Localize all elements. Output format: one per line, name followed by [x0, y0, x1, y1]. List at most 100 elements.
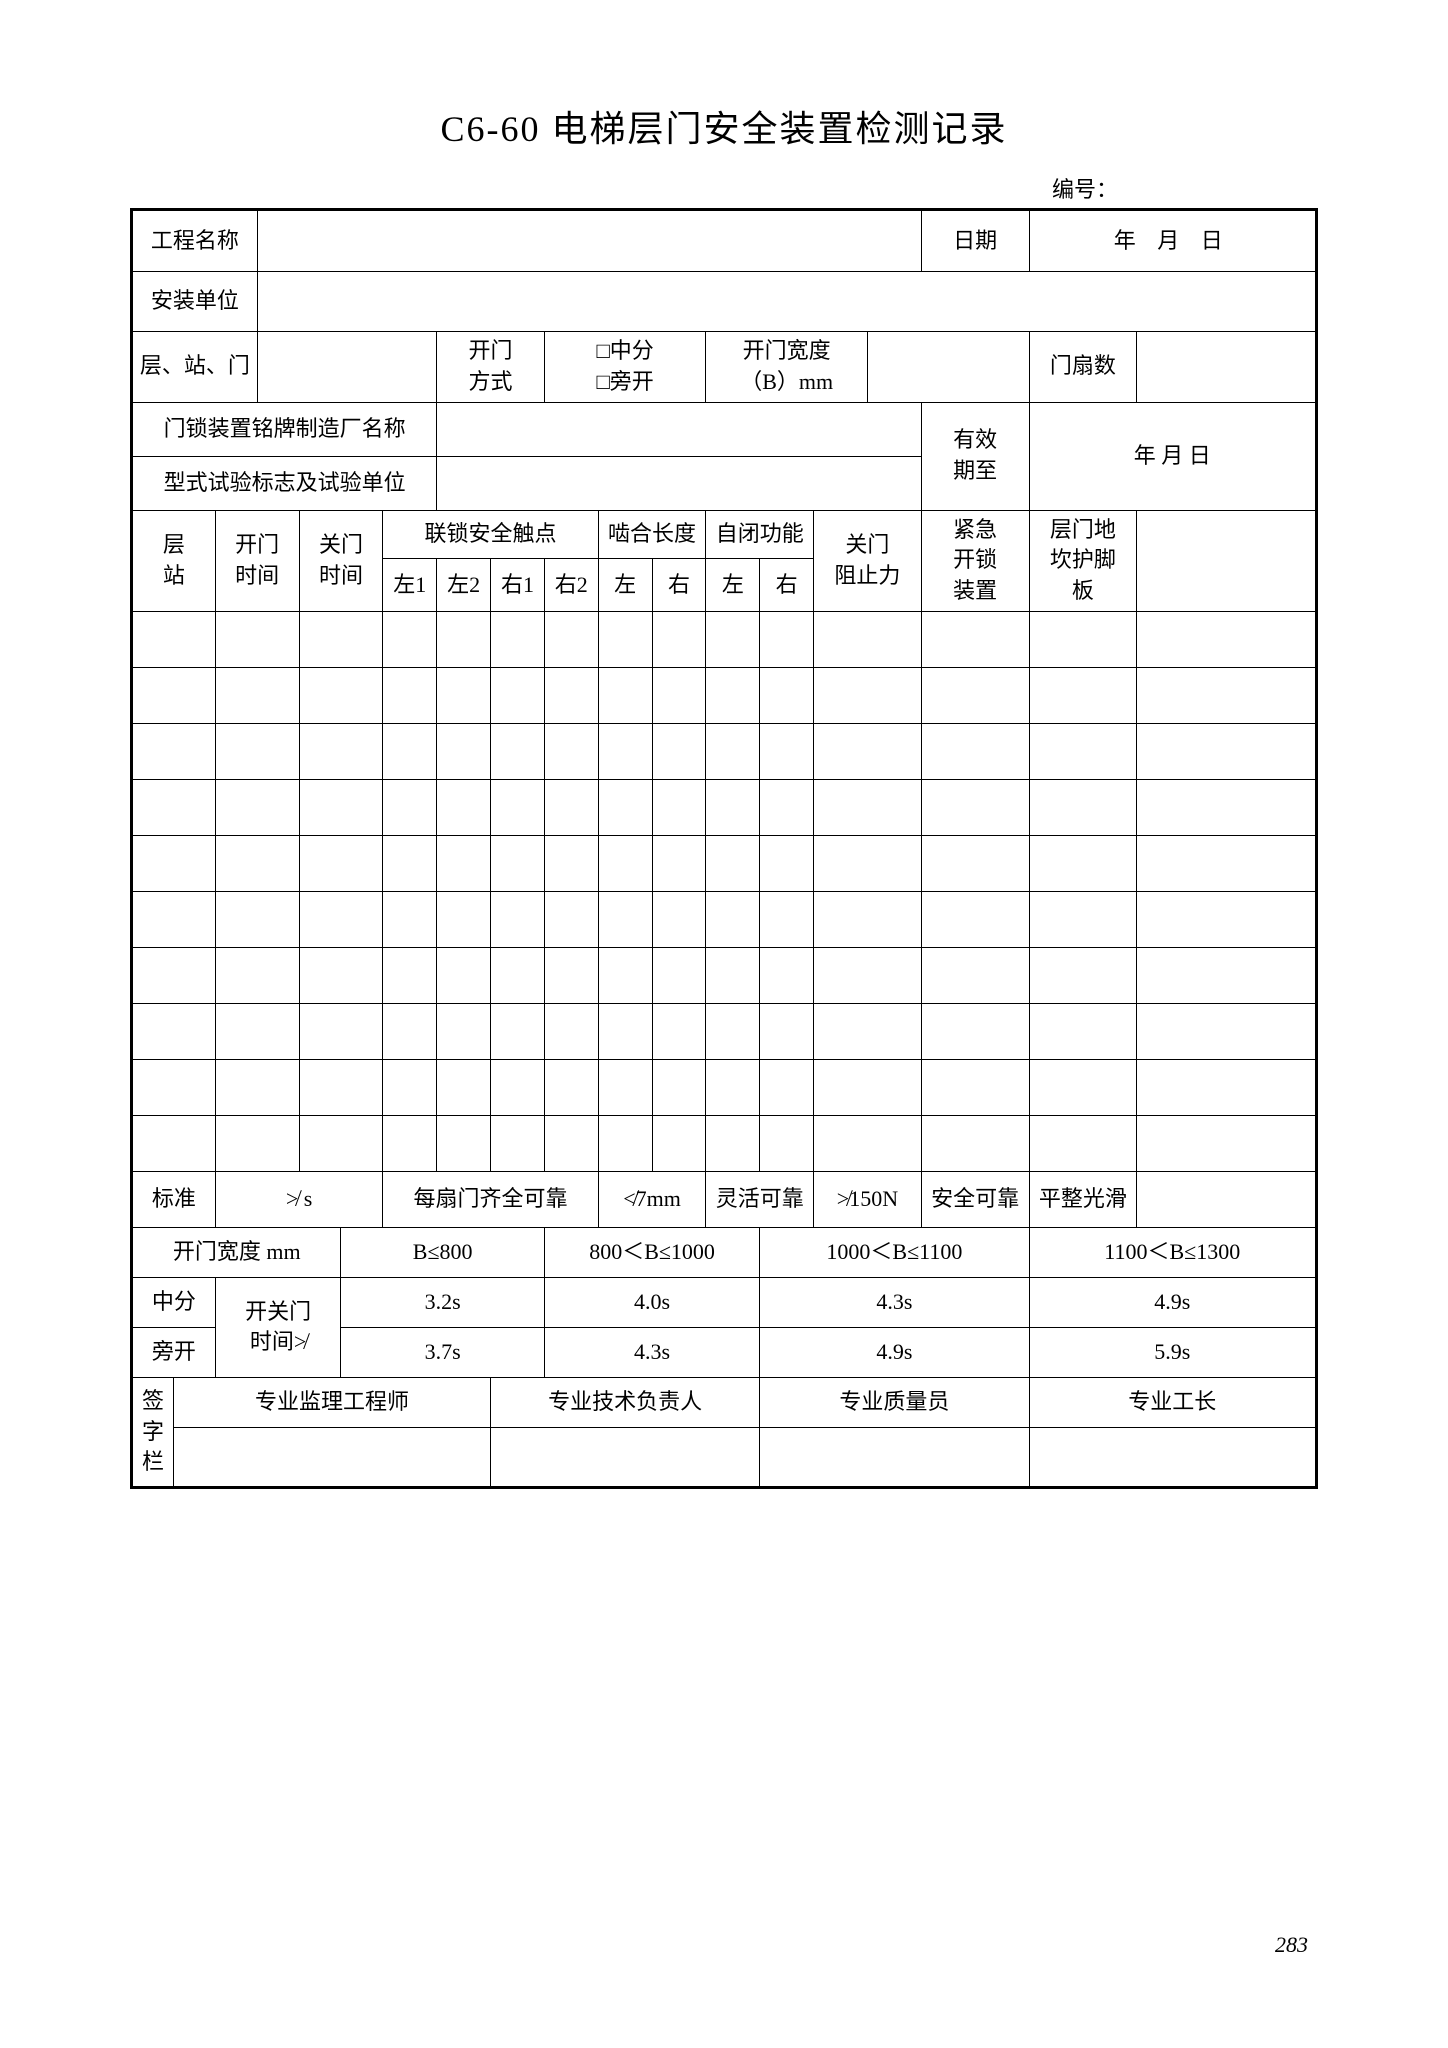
table-cell[interactable]	[299, 611, 383, 667]
table-cell[interactable]	[652, 723, 706, 779]
project-name-value[interactable]	[257, 210, 921, 272]
table-cell[interactable]	[814, 667, 922, 723]
table-cell[interactable]	[215, 667, 299, 723]
table-cell[interactable]	[814, 723, 922, 779]
side-open-checkbox[interactable]: □旁开	[547, 367, 704, 398]
type-test-value[interactable]	[437, 456, 922, 510]
table-cell[interactable]	[491, 1059, 545, 1115]
table-cell[interactable]	[598, 835, 652, 891]
table-cell[interactable]	[544, 723, 598, 779]
table-cell[interactable]	[132, 779, 216, 835]
table-cell[interactable]	[760, 947, 814, 1003]
table-cell[interactable]	[544, 891, 598, 947]
table-cell[interactable]	[760, 891, 814, 947]
table-cell[interactable]	[491, 1003, 545, 1059]
table-cell[interactable]	[491, 1115, 545, 1171]
table-cell[interactable]	[706, 611, 760, 667]
center-split-checkbox[interactable]: □中分	[547, 336, 704, 367]
table-cell[interactable]	[299, 1059, 383, 1115]
table-cell[interactable]	[437, 835, 491, 891]
table-cell[interactable]	[1029, 1059, 1137, 1115]
floor-station-door-value[interactable]	[257, 332, 437, 403]
table-cell[interactable]	[299, 1003, 383, 1059]
table-cell[interactable]	[598, 891, 652, 947]
table-cell[interactable]	[383, 1003, 437, 1059]
table-cell[interactable]	[706, 1059, 760, 1115]
table-cell[interactable]	[1137, 723, 1317, 779]
lock-device-value[interactable]	[437, 402, 922, 456]
table-cell[interactable]	[299, 947, 383, 1003]
table-cell[interactable]	[921, 835, 1029, 891]
table-cell[interactable]	[652, 611, 706, 667]
table-cell[interactable]	[760, 779, 814, 835]
table-cell[interactable]	[1137, 947, 1317, 1003]
table-cell[interactable]	[921, 611, 1029, 667]
table-cell[interactable]	[921, 667, 1029, 723]
table-cell[interactable]	[598, 1003, 652, 1059]
table-cell[interactable]	[1137, 667, 1317, 723]
table-cell[interactable]	[921, 723, 1029, 779]
table-cell[interactable]	[760, 667, 814, 723]
table-cell[interactable]	[491, 779, 545, 835]
table-cell[interactable]	[1137, 835, 1317, 891]
table-cell[interactable]	[491, 723, 545, 779]
table-cell[interactable]	[706, 667, 760, 723]
table-cell[interactable]	[760, 723, 814, 779]
table-cell[interactable]	[706, 947, 760, 1003]
table-cell[interactable]	[760, 611, 814, 667]
table-cell[interactable]	[215, 1003, 299, 1059]
table-cell[interactable]	[1137, 1003, 1317, 1059]
table-cell[interactable]	[215, 1115, 299, 1171]
table-cell[interactable]	[921, 1115, 1029, 1171]
valid-until-value[interactable]: 年 月 日	[1029, 402, 1316, 510]
table-cell[interactable]	[437, 667, 491, 723]
table-cell[interactable]	[814, 611, 922, 667]
table-cell[interactable]	[299, 667, 383, 723]
table-cell[interactable]	[652, 947, 706, 1003]
table-cell[interactable]	[437, 779, 491, 835]
table-cell[interactable]	[706, 723, 760, 779]
table-cell[interactable]	[760, 835, 814, 891]
table-cell[interactable]	[1029, 667, 1137, 723]
table-cell[interactable]	[132, 1003, 216, 1059]
table-cell[interactable]	[383, 723, 437, 779]
table-cell[interactable]	[383, 1115, 437, 1171]
table-cell[interactable]	[544, 835, 598, 891]
sig-quality-value[interactable]	[760, 1427, 1029, 1487]
table-cell[interactable]	[921, 1059, 1029, 1115]
table-cell[interactable]	[544, 1115, 598, 1171]
table-cell[interactable]	[1137, 891, 1317, 947]
table-cell[interactable]	[652, 779, 706, 835]
table-cell[interactable]	[132, 611, 216, 667]
table-cell[interactable]	[652, 891, 706, 947]
table-cell[interactable]	[1029, 779, 1137, 835]
table-cell[interactable]	[383, 1059, 437, 1115]
table-cell[interactable]	[544, 947, 598, 1003]
table-cell[interactable]	[299, 835, 383, 891]
install-unit-value[interactable]	[257, 272, 1316, 332]
table-cell[interactable]	[437, 723, 491, 779]
table-cell[interactable]	[215, 779, 299, 835]
table-cell[interactable]	[814, 779, 922, 835]
table-cell[interactable]	[544, 1059, 598, 1115]
table-cell[interactable]	[132, 1059, 216, 1115]
table-cell[interactable]	[544, 667, 598, 723]
table-cell[interactable]	[1137, 779, 1317, 835]
door-count-value[interactable]	[1137, 332, 1317, 403]
table-cell[interactable]	[1029, 1115, 1137, 1171]
table-cell[interactable]	[921, 891, 1029, 947]
table-cell[interactable]	[706, 779, 760, 835]
table-cell[interactable]	[132, 667, 216, 723]
table-cell[interactable]	[215, 891, 299, 947]
table-cell[interactable]	[491, 611, 545, 667]
table-cell[interactable]	[215, 723, 299, 779]
table-cell[interactable]	[544, 779, 598, 835]
table-cell[interactable]	[814, 1003, 922, 1059]
open-mode-options[interactable]: □中分 □旁开	[544, 332, 706, 403]
table-cell[interactable]	[299, 779, 383, 835]
table-cell[interactable]	[760, 1115, 814, 1171]
table-cell[interactable]	[814, 1115, 922, 1171]
table-cell[interactable]	[921, 1003, 1029, 1059]
table-cell[interactable]	[132, 723, 216, 779]
sig-foreman-value[interactable]	[1029, 1427, 1316, 1487]
